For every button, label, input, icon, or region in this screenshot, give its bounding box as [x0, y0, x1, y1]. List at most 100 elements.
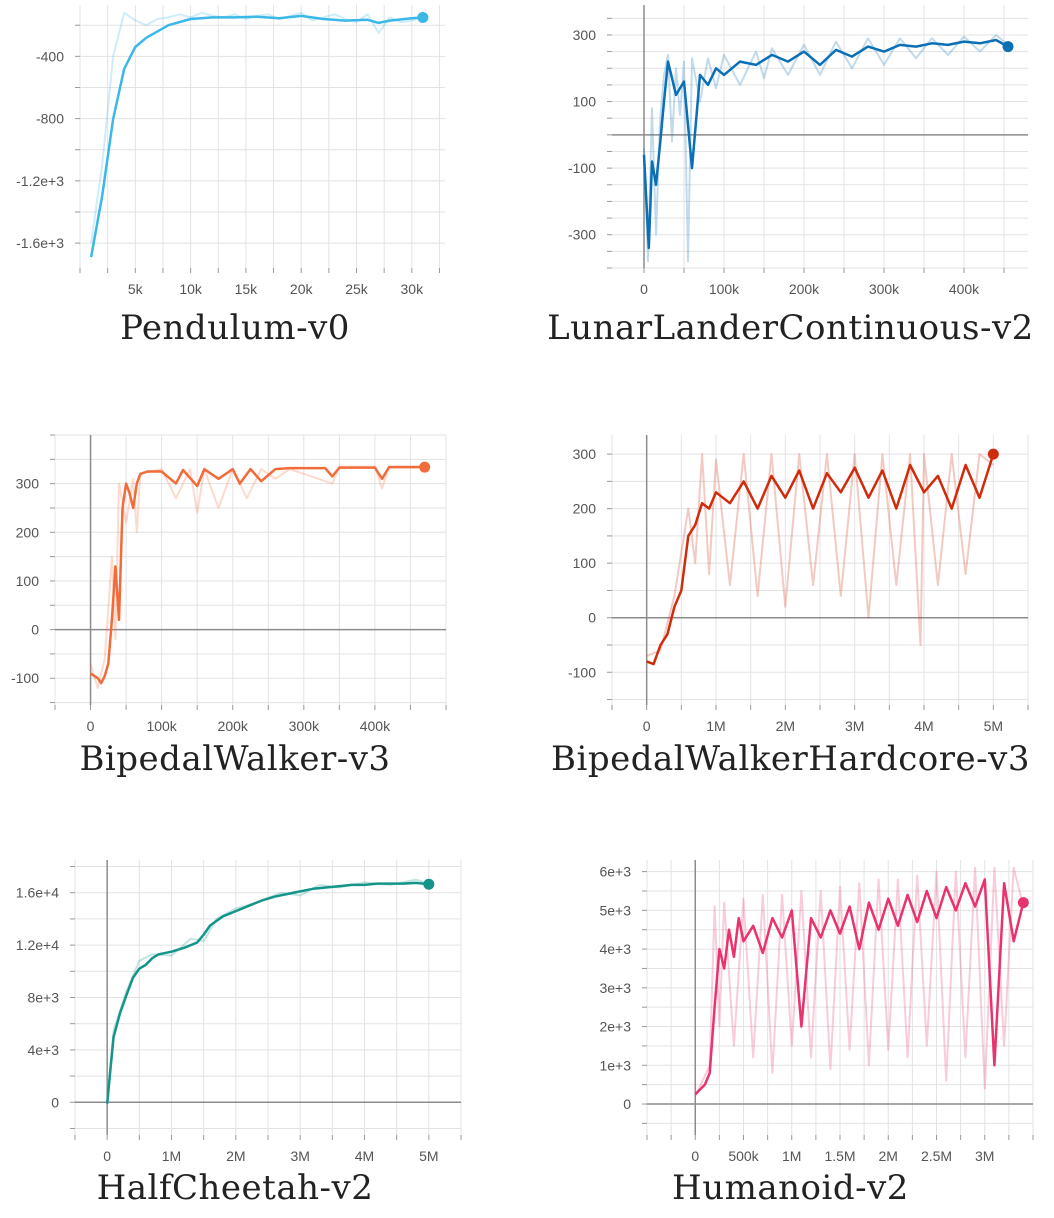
series-end-point	[419, 461, 431, 473]
series-end-point	[1002, 41, 1014, 53]
chart-bipedalwalkerhardcore: 300 200 100 0 -100 0 1M 2M 3M 4M 5M	[568, 435, 1029, 734]
x-tick-label: 100k	[146, 718, 177, 734]
x-tick-label: 5M	[984, 718, 1003, 734]
y-tick-label: -100	[568, 664, 596, 680]
x-tick-label: 1M	[706, 718, 725, 734]
chart-panel-lunarlander: 300 100 -100 -300 0 100k 200k 300k 400k LunarLan…	[527, 0, 1054, 370]
chart-bipedalwalker: 300 200 100 0 -100 0 100k 200k 300k 400k	[11, 434, 447, 734]
y-tick-label: 100	[16, 573, 40, 589]
y-tick-label: -800	[36, 111, 64, 127]
x-tick-label: 100k	[709, 281, 740, 297]
y-tick-label: 4e+3	[599, 941, 631, 957]
series-raw-line	[90, 11, 424, 244]
x-tick-label: 30k	[401, 281, 425, 297]
x-tick-label: 500k	[728, 1148, 759, 1164]
chart-title: Humanoid-v2	[672, 1168, 909, 1208]
chart-title: HalfCheetah-v2	[96, 1168, 374, 1208]
chart-title: LunarLanderContinuous-v2	[547, 308, 1034, 348]
chart-panel-humanoid: 6e+3 5e+3 4e+3 3e+3 2e+3 1e+3 0 0 500k 1M 1.5M 2M 2.…	[527, 860, 1054, 1218]
series-raw-line	[643, 34, 1009, 263]
y-tick-label: 6e+3	[599, 864, 631, 880]
x-tick-label: 0	[640, 281, 648, 297]
x-tick-label: 3M	[845, 718, 864, 734]
x-tick-label: 4M	[914, 718, 933, 734]
y-tick-label: 3e+3	[599, 980, 631, 996]
x-tick-label: 200k	[789, 281, 820, 297]
y-tick-label: -1.2e+3	[16, 173, 64, 189]
x-tick-label: 0	[643, 718, 651, 734]
y-tick-label: 200	[16, 524, 40, 540]
x-tick-label: 5M	[419, 1148, 438, 1164]
series-raw-line	[694, 866, 1025, 1097]
x-tick-label: 2.5M	[921, 1148, 952, 1164]
series-end-point	[1017, 897, 1029, 909]
y-tick-label: 300	[573, 446, 597, 462]
x-tick-label: 0	[691, 1148, 699, 1164]
x-tick-label: 3M	[975, 1148, 994, 1164]
series-smoothed-line	[646, 453, 995, 666]
x-tick-label: 10k	[179, 281, 203, 297]
series-smoothed-line	[694, 878, 1025, 1096]
chart-pendulum: -400 -800 -1.2e+3 -1.6e+3 5k 10k 15k 20k 25k 30k	[16, 5, 445, 297]
chart-panel-halfcheetah: 1.6e+4 1.2e+4 8e+3 4e+3 0 0 1M 2M 3M 4M 5M HalfChe…	[0, 860, 470, 1218]
y-tick-label: -300	[568, 227, 596, 243]
x-tick-label: 2M	[776, 718, 795, 734]
x-tick-label: 0	[103, 1148, 111, 1164]
y-tick-label: 0	[51, 1094, 59, 1110]
y-tick-label: -400	[36, 48, 64, 64]
chart-panel-bipedalwalker: 300 200 100 0 -100 0 100k 200k 300k 400k BipedalW…	[0, 434, 470, 795]
y-tick-label: -1.6e+3	[16, 235, 64, 251]
x-tick-label: 4M	[355, 1148, 374, 1164]
series-smoothed-line	[642, 38, 1009, 250]
series-end-point	[423, 878, 435, 890]
chart-halfcheetah: 1.6e+4 1.2e+4 8e+3 4e+3 0 0 1M 2M 3M 4M 5M	[16, 860, 462, 1164]
chart-title: Pendulum-v0	[120, 308, 350, 348]
y-tick-label: 5e+3	[599, 902, 631, 918]
y-tick-label: 8e+3	[27, 990, 59, 1006]
x-tick-label: 25k	[345, 281, 369, 297]
y-tick-label: 1.2e+4	[16, 937, 59, 953]
x-tick-label: 2M	[879, 1148, 898, 1164]
chart-panel-bipedalwalkerhardcore: 300 200 100 0 -100 0 1M 2M 3M 4M 5M BipedalWalkerH…	[527, 435, 1054, 795]
y-tick-label: -100	[11, 670, 39, 686]
y-tick-label: 300	[573, 27, 597, 43]
y-tick-label: 300	[16, 476, 40, 492]
series-smoothed-line	[105, 881, 429, 1104]
chart-title: BipedalWalker-v3	[79, 739, 391, 779]
x-tick-label: 3M	[290, 1148, 309, 1164]
x-tick-label: 1M	[782, 1148, 801, 1164]
chart-lunarlander: 300 100 -100 -300 0 100k 200k 300k 400k	[568, 5, 1028, 297]
x-tick-label: 1.5M	[824, 1148, 855, 1164]
y-tick-label: -100	[568, 160, 596, 176]
x-tick-label: 400k	[949, 281, 980, 297]
x-tick-label: 2M	[226, 1148, 245, 1164]
series-end-point	[987, 448, 999, 460]
x-tick-label: 300k	[869, 281, 900, 297]
y-tick-label: 0	[31, 622, 39, 638]
y-tick-label: 4e+3	[27, 1042, 59, 1058]
series-smoothed-line	[89, 14, 423, 258]
y-tick-label: 0	[588, 610, 596, 626]
x-tick-label: 20k	[290, 281, 314, 297]
x-tick-label: 400k	[360, 718, 391, 734]
y-tick-label: 2e+3	[599, 1019, 631, 1035]
series-smoothed-line	[89, 465, 425, 685]
y-tick-label: 0	[623, 1096, 631, 1112]
chart-panel-pendulum: -400 -800 -1.2e+3 -1.6e+3 5k 10k 15k 20k 25k 30k …	[0, 0, 470, 370]
chart-humanoid: 6e+3 5e+3 4e+3 3e+3 2e+3 1e+3 0 0 500k 1M 1.5M 2M 2.…	[599, 860, 1034, 1164]
y-tick-label: 200	[573, 501, 597, 517]
series-raw-line	[646, 453, 994, 657]
x-tick-label: 5k	[128, 281, 144, 297]
y-tick-label: 1e+3	[599, 1057, 631, 1073]
series-raw-line	[106, 878, 430, 1104]
y-tick-label: 100	[573, 555, 597, 571]
x-tick-label: 15k	[235, 281, 259, 297]
x-tick-label: 0	[87, 718, 95, 734]
series-end-point	[417, 11, 429, 23]
y-tick-label: 100	[573, 94, 597, 110]
chart-title: BipedalWalkerHardcore-v3	[551, 739, 1030, 779]
y-tick-label: 1.6e+4	[16, 885, 59, 901]
x-tick-label: 1M	[162, 1148, 181, 1164]
x-tick-label: 200k	[218, 718, 249, 734]
x-tick-label: 300k	[289, 718, 320, 734]
